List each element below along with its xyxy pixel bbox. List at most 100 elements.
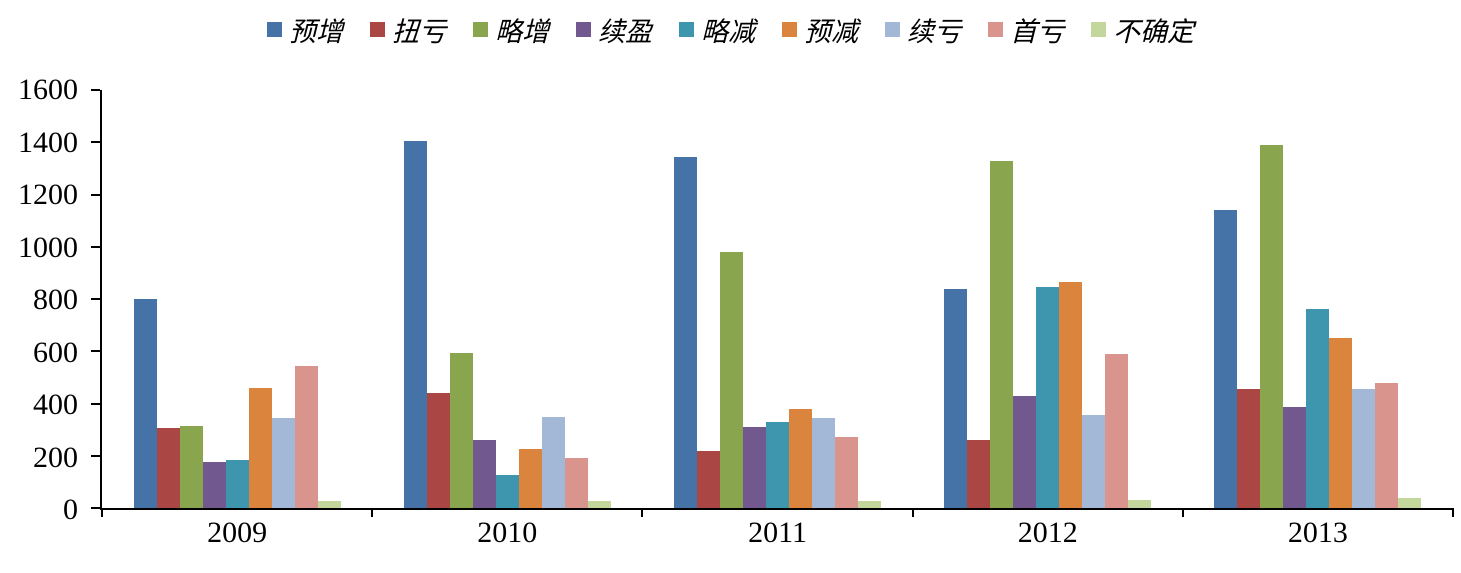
legend-label: 预减 xyxy=(804,17,858,47)
y-axis-label: 200 xyxy=(33,440,78,474)
bar-预减-2010 xyxy=(518,449,542,508)
x-axis-tick xyxy=(371,508,374,517)
x-axis-label: 2009 xyxy=(207,516,268,549)
legend-swatch-icon xyxy=(782,22,797,37)
bar-续亏-2011 xyxy=(812,417,835,508)
bar-row xyxy=(913,90,1183,508)
bar-略增-2013 xyxy=(1260,144,1284,508)
bar-扭亏-2011 xyxy=(697,450,720,508)
legend-item: 略增 xyxy=(473,10,549,49)
y-axis-tick xyxy=(91,193,100,196)
bar-group: 2012 xyxy=(913,90,1183,548)
bar-略增-2010 xyxy=(449,352,473,508)
y-axis-label: 1200 xyxy=(18,178,78,211)
y-axis-label: 1600 xyxy=(18,73,78,106)
bar-略减-2010 xyxy=(495,475,519,508)
bar-首亏-2011 xyxy=(835,437,858,508)
x-axis-label: 2013 xyxy=(1287,516,1348,549)
bar-row xyxy=(642,90,912,508)
bar-首亏-2009 xyxy=(294,365,318,508)
y-axis-tick xyxy=(91,89,100,91)
legend-swatch-icon xyxy=(885,22,900,37)
bar-略减-2013 xyxy=(1306,309,1330,508)
y-axis-tick xyxy=(91,507,100,509)
legend-item: 续亏 xyxy=(885,10,961,49)
chart-legend: 预增 扭亏 略增 续盈 略减 预减 续亏 首亏 不确定 xyxy=(0,10,1461,49)
legend-item: 略减 xyxy=(679,10,755,49)
bar-续盈-2013 xyxy=(1283,407,1307,508)
legend-label: 不确定 xyxy=(1113,17,1194,47)
bar-续亏-2013 xyxy=(1352,389,1376,508)
bar-续亏-2012 xyxy=(1082,415,1106,508)
y-axis-tick xyxy=(91,245,100,248)
bar-group: 2011 xyxy=(642,90,912,548)
bar-预增-2010 xyxy=(403,140,427,508)
legend-swatch-icon xyxy=(1091,22,1106,37)
legend-label: 续盈 xyxy=(598,17,652,47)
legend-item: 不确定 xyxy=(1091,10,1194,49)
legend-swatch-icon xyxy=(267,22,282,37)
x-axis-tick xyxy=(1181,508,1184,517)
legend-item: 预减 xyxy=(782,10,858,49)
x-axis-tick xyxy=(641,508,644,517)
bar-groups: 2009 2010 2011 2012 2013 xyxy=(102,90,1453,548)
x-axis-tick xyxy=(1452,508,1454,517)
bar-扭亏-2009 xyxy=(156,428,180,508)
y-axis-tick xyxy=(91,350,100,353)
bar-首亏-2012 xyxy=(1105,353,1129,508)
x-axis-label: 2010 xyxy=(477,516,538,549)
bar-续亏-2009 xyxy=(271,417,295,508)
y-axis-label: 0 xyxy=(63,493,78,526)
x-axis-tick xyxy=(101,508,103,517)
legend-item: 续盈 xyxy=(576,10,652,49)
legend-label: 略减 xyxy=(701,17,755,47)
legend-swatch-icon xyxy=(576,22,591,37)
bar-略增-2012 xyxy=(990,160,1014,508)
bar-row xyxy=(372,90,642,508)
plot-area: 2009 2010 2011 2012 2013 xyxy=(91,89,1454,548)
y-axis: 0 200 400 600 800 1000 1200 1400 1600 xyxy=(0,75,88,525)
legend-swatch-icon xyxy=(473,22,488,37)
legend-label: 首亏 xyxy=(1010,17,1064,47)
y-axis-tick xyxy=(91,141,100,144)
bar-续盈-2012 xyxy=(1013,395,1037,508)
legend-label: 略增 xyxy=(495,17,549,47)
x-axis-tick xyxy=(911,508,914,517)
bar-续盈-2009 xyxy=(202,462,226,508)
bar-不确定-2012 xyxy=(1128,500,1152,508)
bar-略减-2011 xyxy=(766,421,789,508)
bar-预增-2013 xyxy=(1214,210,1238,508)
legend-item: 预增 xyxy=(267,10,343,49)
bar-略减-2012 xyxy=(1036,287,1060,508)
y-axis-label: 600 xyxy=(33,335,78,369)
bar-续亏-2010 xyxy=(541,416,565,508)
y-axis-label: 800 xyxy=(33,283,78,316)
bar-row xyxy=(1183,90,1453,508)
legend-swatch-icon xyxy=(370,22,385,37)
bar-预减-2013 xyxy=(1329,338,1353,508)
bar-首亏-2010 xyxy=(564,458,588,508)
bar-扭亏-2012 xyxy=(967,440,991,508)
bar-预减-2011 xyxy=(789,408,812,508)
bar-预减-2009 xyxy=(248,387,272,508)
legend-swatch-icon xyxy=(679,22,694,37)
bar-预增-2009 xyxy=(133,299,157,508)
bar-不确定-2010 xyxy=(587,501,611,508)
y-axis-label: 400 xyxy=(33,388,78,421)
y-axis-tick xyxy=(91,298,100,300)
bar-续盈-2011 xyxy=(743,427,766,508)
y-axis-tick xyxy=(91,454,100,457)
bar-group: 2009 xyxy=(102,90,372,548)
y-axis-tick xyxy=(91,402,100,405)
y-axis-label: 1400 xyxy=(18,125,78,159)
bar-预减-2012 xyxy=(1059,282,1083,508)
bar-预增-2012 xyxy=(944,288,968,508)
legend-item: 首亏 xyxy=(988,10,1064,49)
legend-label: 扭亏 xyxy=(392,17,446,47)
bar-略增-2009 xyxy=(179,425,203,508)
bar-首亏-2013 xyxy=(1375,382,1399,508)
x-axis-label: 2012 xyxy=(1017,516,1078,549)
bar-续盈-2010 xyxy=(472,440,496,508)
bar-略减-2009 xyxy=(225,459,249,508)
